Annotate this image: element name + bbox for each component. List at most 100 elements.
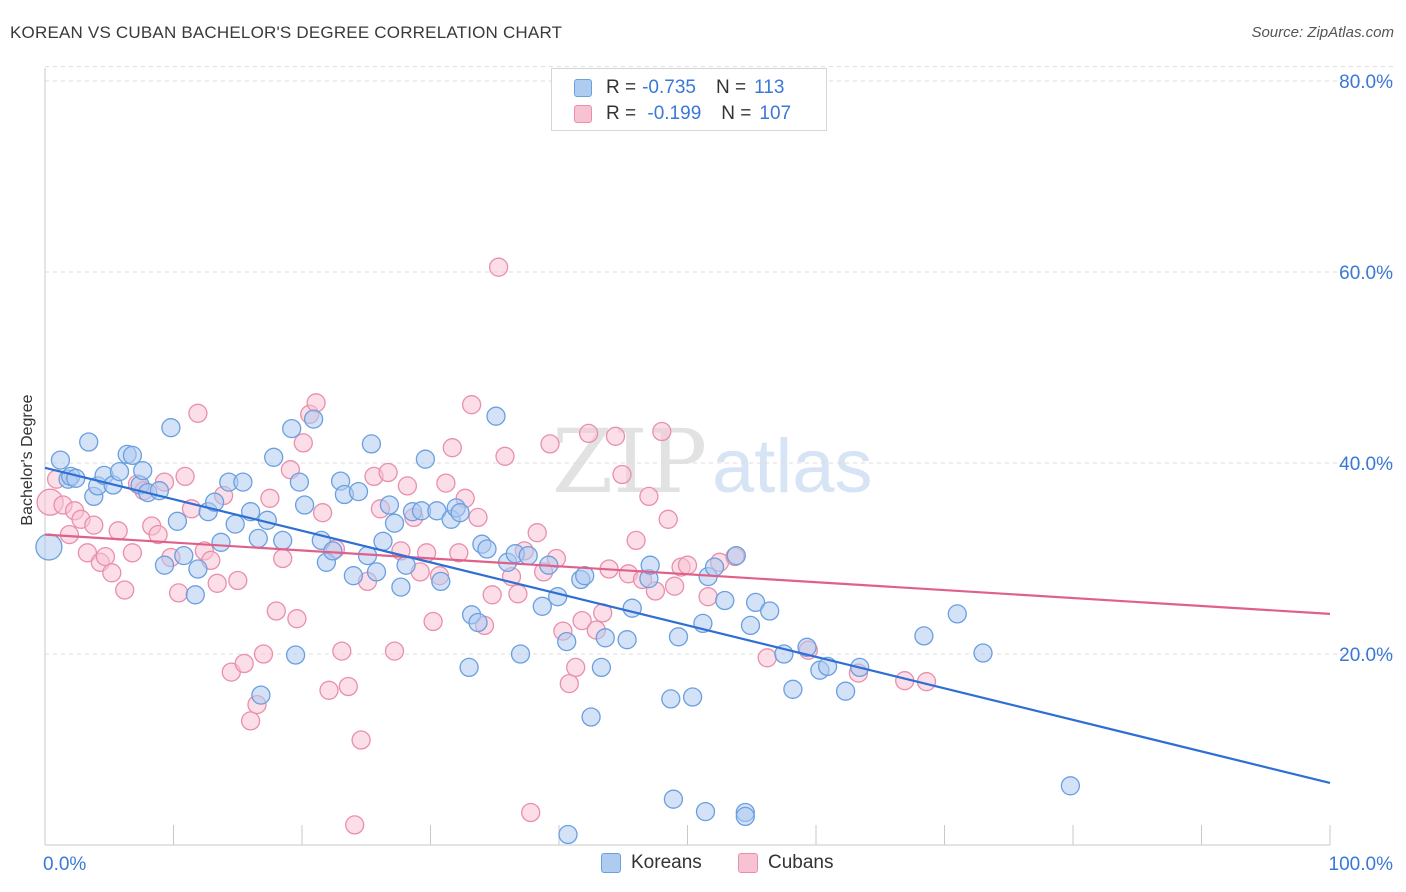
cuban-point xyxy=(423,611,443,632)
correlation-legend: R = -0.735 N = 113 R = -0.199 N = 107 xyxy=(551,68,827,131)
cuban-point xyxy=(572,610,592,631)
korean-point xyxy=(595,628,615,648)
korean-point xyxy=(622,598,642,618)
cuban-point xyxy=(115,580,135,600)
cuban-point xyxy=(626,530,646,551)
korean-point xyxy=(591,657,612,678)
korean-point xyxy=(797,637,817,657)
korean-point xyxy=(122,445,143,466)
watermark-zip: ZIP xyxy=(552,410,707,513)
cuban-point xyxy=(508,584,528,604)
cuban-point xyxy=(77,543,98,563)
legend-n-value: 107 xyxy=(759,103,792,124)
y-tick-label: 60.0% xyxy=(1339,263,1393,284)
legend-r-label: R = xyxy=(606,77,637,98)
cuban-point xyxy=(102,563,122,583)
korean-point xyxy=(704,557,725,577)
cuban-point xyxy=(384,641,405,661)
korean-point xyxy=(204,492,225,512)
korean-point xyxy=(468,612,488,633)
cuban-point xyxy=(468,507,488,528)
y-tick-label: 40.0% xyxy=(1339,454,1393,475)
x-tick-label: 100.0% xyxy=(1329,854,1394,875)
cuban-point xyxy=(293,433,313,453)
korean-point xyxy=(477,539,497,559)
korean-point xyxy=(745,592,766,613)
cuban-point xyxy=(122,543,143,563)
korean-point xyxy=(248,528,268,549)
cuban-point xyxy=(332,641,352,661)
cuban-point xyxy=(449,543,469,563)
cuban-point xyxy=(148,524,168,545)
korean-point xyxy=(225,514,245,534)
cuban-point xyxy=(658,509,678,529)
cuban-point xyxy=(566,657,586,678)
cuban-point xyxy=(351,730,371,750)
korean-point xyxy=(617,630,637,650)
korean-point xyxy=(640,555,660,575)
korean-point xyxy=(174,545,194,566)
korean-point xyxy=(289,472,310,492)
cuban-point xyxy=(482,585,502,605)
korean-point xyxy=(161,418,181,438)
cuban-point xyxy=(578,423,599,444)
korean-point xyxy=(575,566,595,586)
korean-point xyxy=(66,468,86,488)
cuban-point xyxy=(436,473,456,493)
koreans-legend-swatch xyxy=(601,853,621,873)
legend-item-koreans[interactable]: Koreans xyxy=(601,852,702,874)
korean-point xyxy=(715,590,735,611)
korean-point xyxy=(233,472,253,492)
korean-point xyxy=(431,571,451,592)
chart-source: Source: ZipAtlas.com xyxy=(1251,24,1394,41)
korean-point xyxy=(663,789,684,809)
series-legend: Koreans Cubans xyxy=(0,852,1406,876)
korean-point xyxy=(558,824,578,845)
cuban-point xyxy=(168,583,189,603)
cuban-point xyxy=(287,609,307,629)
korean-point xyxy=(695,801,716,822)
korean-point xyxy=(348,481,369,502)
korean-point xyxy=(79,432,99,452)
cuban-point xyxy=(378,462,398,483)
korean-point xyxy=(835,681,856,701)
cuban-point xyxy=(521,802,541,823)
cuban-point xyxy=(612,464,632,485)
legend-row-cubans: R = -0.199 N = 107 xyxy=(574,103,791,125)
korean-point xyxy=(518,545,538,566)
korean-point xyxy=(251,685,271,705)
cuban-point xyxy=(234,653,254,674)
chart-title: KOREAN VS CUBAN BACHELOR'S DEGREE CORREL… xyxy=(10,23,563,42)
cuban-point xyxy=(639,486,659,507)
watermark-atlas: atlas xyxy=(712,424,873,509)
korean-point xyxy=(366,562,387,582)
korean-point xyxy=(361,434,382,454)
legend-n-label: N = xyxy=(715,77,747,98)
cuban-point xyxy=(84,515,104,535)
legend-n-value: 113 xyxy=(754,77,785,98)
cuban-point xyxy=(461,395,482,415)
korean-point xyxy=(548,587,568,607)
legend-item-cubans[interactable]: Cubans xyxy=(738,852,834,874)
cuban-point xyxy=(559,673,579,694)
korean-point xyxy=(384,513,405,533)
korean-point xyxy=(532,596,552,616)
korean-point xyxy=(282,418,302,439)
korean-point xyxy=(581,707,601,727)
korean-point xyxy=(379,495,400,515)
korean-point xyxy=(109,461,130,482)
korean-point xyxy=(726,545,746,566)
cuban-point xyxy=(677,555,698,575)
cuban-point xyxy=(95,546,116,567)
korean-point xyxy=(154,555,175,575)
korean-trend-line xyxy=(44,466,1331,784)
korean-point xyxy=(167,511,188,531)
cuban-point xyxy=(698,587,718,607)
cuban-point xyxy=(397,476,418,496)
koreans-legend-label: Koreans xyxy=(631,852,702,873)
cuban-point xyxy=(495,446,515,466)
cuban-point xyxy=(540,434,560,454)
korean-point xyxy=(50,450,71,470)
korean-point xyxy=(914,626,934,646)
korean-point xyxy=(1060,776,1081,796)
